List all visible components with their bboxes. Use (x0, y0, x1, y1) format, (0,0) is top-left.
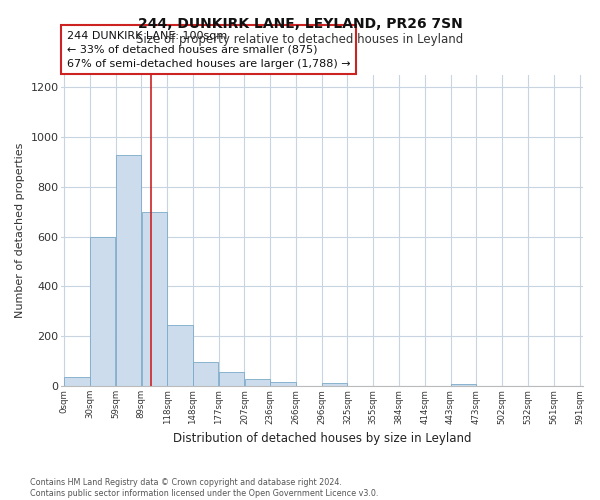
Bar (142, 212, 167, 386)
Text: 244 DUNKIRK LANE: 100sqm
← 33% of detached houses are smaller (875)
67% of semi-: 244 DUNKIRK LANE: 100sqm ← 33% of detach… (67, 31, 350, 69)
Text: Contains HM Land Registry data © Crown copyright and database right 2024.
Contai: Contains HM Land Registry data © Crown c… (30, 478, 379, 498)
Bar (64, 378, 89, 386)
Bar (245, 378, 270, 386)
Y-axis label: Number of detached properties: Number of detached properties (15, 143, 25, 318)
Bar (116, 154, 141, 386)
Bar (90, 236, 115, 386)
Bar (219, 372, 244, 386)
Bar (167, 325, 193, 386)
Bar (193, 362, 218, 386)
X-axis label: Distribution of detached houses by size in Leyland: Distribution of detached houses by size … (173, 432, 472, 445)
Bar (271, 382, 296, 386)
Bar (451, 384, 476, 386)
Text: Size of property relative to detached houses in Leyland: Size of property relative to detached ho… (136, 32, 464, 46)
Text: 244, DUNKIRK LANE, LEYLAND, PR26 7SN: 244, DUNKIRK LANE, LEYLAND, PR26 7SN (137, 18, 463, 32)
Bar (322, 383, 347, 386)
